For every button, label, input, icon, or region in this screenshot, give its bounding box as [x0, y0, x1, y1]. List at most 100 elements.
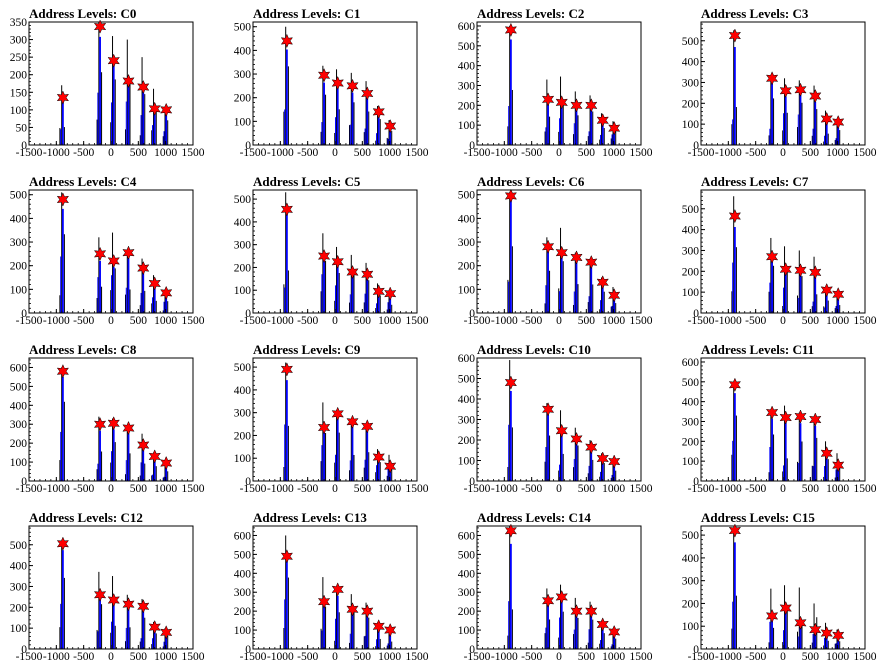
red-star-marker	[779, 600, 792, 616]
chart-title: Address Levels: C5	[253, 174, 361, 189]
red-star-marker	[372, 284, 385, 299]
y-tick-label: 0	[469, 308, 475, 320]
x-tick-label: 0	[108, 651, 114, 663]
x-tick-label: 1000	[378, 147, 401, 159]
y-tick-label: 200	[682, 598, 700, 610]
chart-panel-10: Address Levels: C10 0 100 200 300 400 500 600 -1…	[448, 336, 672, 504]
histogram-svg: Address Levels: C11 0 100 200 300 400 500 600 -1…	[682, 342, 877, 495]
x-tick-label: 500	[578, 147, 596, 159]
red-star-marker	[384, 622, 397, 638]
chart-title: Address Levels: C14	[477, 510, 591, 525]
x-tick-label: 1500	[406, 315, 429, 327]
red-star-marker	[346, 264, 359, 280]
chart-title: Address Levels: C12	[29, 510, 143, 525]
red-star-marker	[585, 98, 598, 113]
red-star-marker	[148, 276, 161, 291]
plot-frame	[700, 21, 866, 146]
x-tick-label: 1500	[630, 315, 653, 327]
x-tick-label: -1000	[491, 147, 518, 159]
chart-title: Address Levels: C13	[253, 510, 367, 525]
histogram-svg: Address Levels: C90100200300400500-1500-…	[234, 342, 429, 495]
chart-panel-13: Address Levels: C13 0 100 200 300 400 500 600 -1…	[224, 504, 448, 672]
x-tick-label: 0	[780, 315, 786, 327]
red-star-marker	[384, 286, 397, 301]
x-tick-label: 500	[578, 483, 596, 495]
y-tick-label: 400	[234, 217, 252, 229]
red-star-marker	[820, 446, 833, 461]
red-star-marker	[361, 86, 374, 101]
x-tick-label: 500	[802, 147, 820, 159]
x-tick-label: -500	[521, 651, 542, 663]
chart-panel-15: Address Levels: C15 0 100 200 300 400 500 -1500…	[672, 504, 896, 672]
red-star-marker	[832, 114, 845, 130]
red-star-marker	[779, 410, 792, 425]
y-tick-label: 200	[458, 100, 476, 112]
y-tick-label: 300	[458, 415, 476, 427]
y-tick-label: 400	[10, 400, 28, 412]
x-tick-label: 1500	[406, 483, 429, 495]
chart-title: Address Levels: C2	[477, 6, 584, 21]
red-star-marker	[137, 260, 150, 276]
red-star-marker	[93, 417, 107, 432]
red-star-marker	[555, 245, 568, 260]
red-star-marker	[555, 589, 568, 605]
x-tick-label: -1000	[267, 483, 294, 495]
x-tick-label: 1000	[154, 147, 177, 159]
y-tick-label: 100	[682, 621, 700, 633]
chart-panel-1: Address Levels: C1 0 100 200 300 400 500 -1500-…	[224, 0, 448, 168]
x-tick-label: 1000	[154, 315, 177, 327]
red-star-marker	[765, 405, 779, 420]
x-tick-label: 1500	[406, 651, 429, 663]
x-tick-label: -1500	[688, 483, 715, 495]
y-tick-label: 200	[10, 261, 28, 273]
red-star-marker	[608, 624, 621, 640]
y-tick-label: 400	[682, 397, 700, 409]
y-tick-label: 0	[245, 308, 251, 320]
histogram-svg: Address Levels: C50100200300400500-1500-…	[234, 174, 429, 327]
y-tick-label: 0	[245, 140, 251, 152]
red-star-marker	[820, 282, 833, 298]
red-star-marker	[809, 622, 822, 637]
y-tick-label: 100	[234, 116, 252, 128]
red-star-marker	[541, 593, 555, 608]
red-star-marker	[555, 423, 568, 438]
red-star-marker	[280, 33, 294, 49]
red-star-marker	[148, 101, 161, 116]
y-tick-label: 250	[10, 52, 28, 64]
red-star-marker	[56, 90, 70, 105]
red-star-marker	[596, 275, 609, 290]
chart-panel-4: Address Levels: C4 0 100 200 300 400 500 -1500-…	[0, 168, 224, 336]
red-star-marker	[160, 455, 173, 471]
x-tick-label: -500	[73, 315, 94, 327]
red-star-marker	[504, 375, 518, 390]
histogram-svg: Address Levels: C30100200300400500-1500-…	[682, 6, 877, 159]
chart-panel-8: Address Levels: C8 0 100 200 300 400 500 600 -15…	[0, 336, 224, 504]
y-tick-label: 300	[458, 587, 476, 599]
red-star-marker	[317, 68, 331, 83]
red-star-marker	[361, 419, 374, 434]
red-star-marker	[122, 420, 135, 436]
red-star-marker	[809, 88, 822, 104]
y-tick-label: 400	[10, 561, 28, 573]
x-tick-label: -1000	[491, 315, 518, 327]
y-tick-label: 100	[682, 287, 700, 299]
y-tick-label: 100	[234, 285, 252, 297]
y-tick-label: 500	[234, 22, 252, 34]
red-star-marker	[107, 53, 120, 68]
x-tick-label: -500	[297, 651, 318, 663]
red-star-marker	[107, 253, 120, 269]
red-star-marker	[728, 523, 742, 538]
red-star-marker	[93, 19, 107, 34]
x-tick-label: 1000	[602, 147, 625, 159]
red-star-marker	[384, 459, 397, 474]
x-tick-label: 0	[332, 315, 338, 327]
x-tick-label: -1500	[240, 315, 267, 327]
y-tick-label: 100	[458, 120, 476, 132]
y-tick-label: 100	[10, 284, 28, 296]
x-tick-label: 500	[130, 483, 148, 495]
red-star-marker	[728, 28, 742, 43]
chart-title: Address Levels: C6	[477, 174, 585, 189]
x-tick-label: 1000	[378, 483, 401, 495]
y-tick-label: 0	[693, 644, 699, 656]
x-tick-label: -1000	[43, 147, 70, 159]
